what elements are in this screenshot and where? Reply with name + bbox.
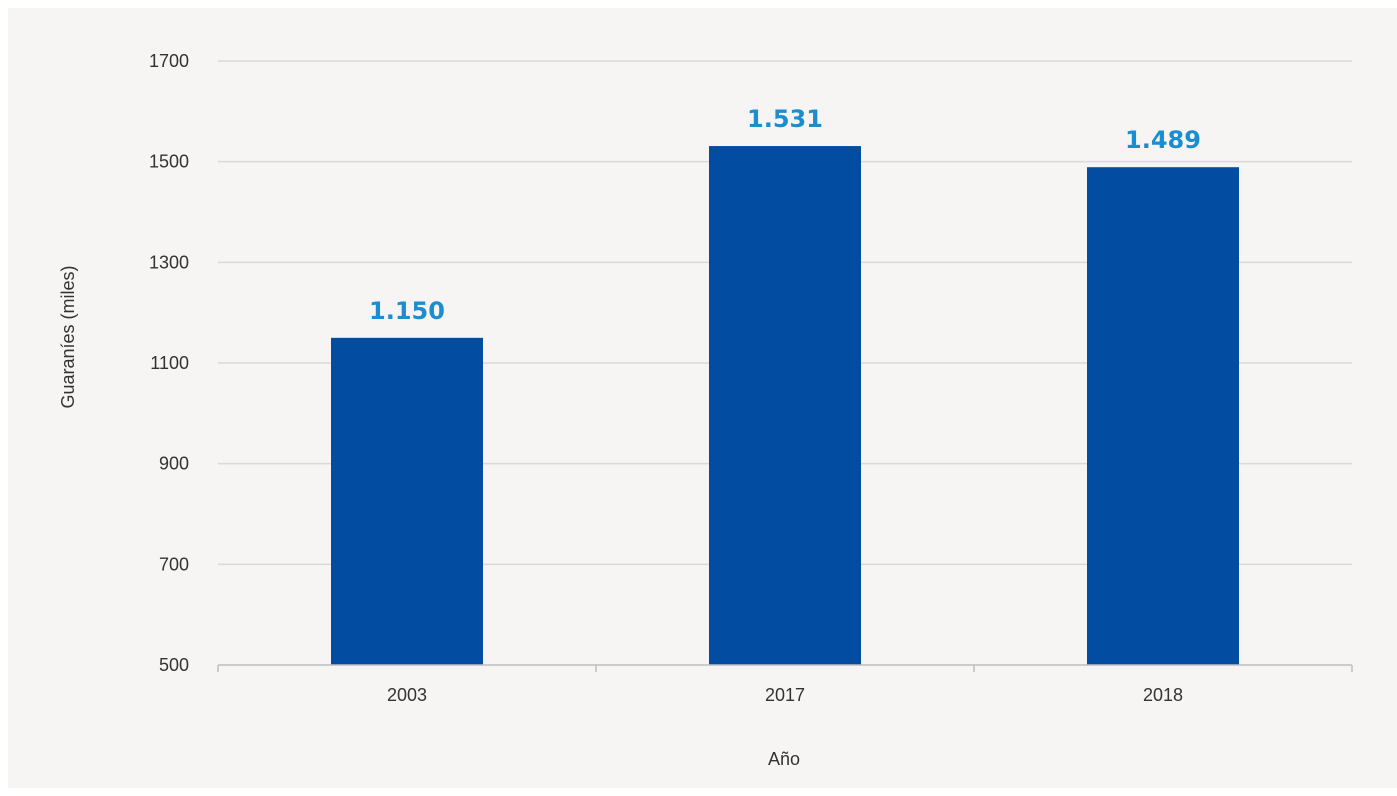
y-tick-label: 1500 [149, 152, 189, 172]
y-tick-label: 1300 [149, 252, 189, 272]
data-label: 1.531 [747, 105, 823, 133]
y-tick-label: 1100 [150, 353, 189, 373]
x-tick-label: 2003 [387, 685, 427, 705]
data-label: 1.150 [369, 297, 445, 325]
y-tick-label: 1700 [149, 51, 189, 71]
bar [1087, 167, 1239, 665]
x-tick-label: 2017 [765, 685, 805, 705]
data-label: 1.489 [1125, 126, 1201, 154]
labels: 500 700 900 1100 1300 1500 1700 1.150 2003 1.531 2… [149, 51, 1201, 705]
axes [217, 664, 1353, 672]
y-tick-label: 900 [159, 454, 189, 474]
y-axis-title: Guaraníes (miles) [58, 265, 78, 408]
bar [709, 146, 861, 665]
y-tick-label: 700 [159, 554, 189, 574]
x-axis-title: Año [768, 749, 800, 769]
bar [331, 337, 483, 665]
bars [331, 146, 1239, 665]
y-tick-label: 500 [159, 655, 189, 675]
x-tick-label: 2018 [1143, 685, 1183, 705]
